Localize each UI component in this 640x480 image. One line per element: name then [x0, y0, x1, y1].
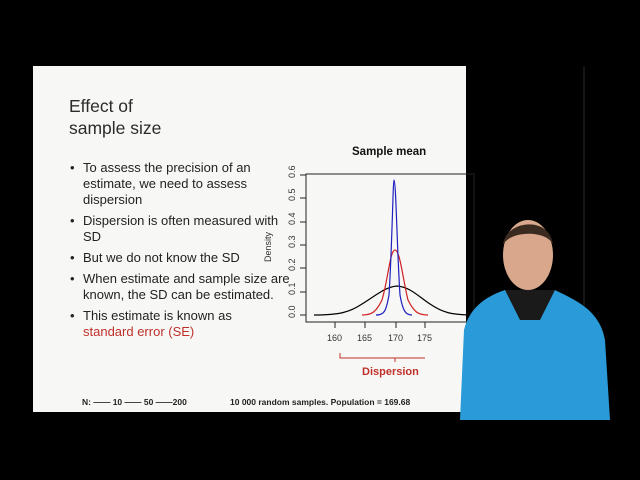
bullet-list: To assess the precision of an estimate, …	[70, 160, 290, 345]
chart-title: Sample mean	[352, 146, 427, 158]
bullet-3: But we do not know the SD	[70, 250, 290, 266]
footer-note: 10 000 random samples. Population = 169.…	[230, 397, 411, 407]
svg-text:0.5: 0.5	[287, 188, 297, 201]
svg-text:0.6: 0.6	[287, 165, 297, 178]
svg-text:0.0: 0.0	[287, 305, 297, 318]
svg-text:0.2: 0.2	[287, 258, 297, 271]
svg-text:170: 170	[388, 333, 403, 343]
bullet-1: To assess the precision of an estimate, …	[70, 160, 290, 208]
presenter-video	[460, 220, 610, 420]
svg-text:Density: Density	[263, 231, 273, 262]
dispersion-label: Dispersion	[362, 366, 419, 378]
divider	[583, 66, 585, 412]
svg-text:0.1: 0.1	[287, 282, 297, 295]
legend: N: —— 10 —— 50 ——200	[82, 397, 187, 407]
se-highlight: standard error (SE)	[83, 324, 195, 339]
svg-text:165: 165	[357, 333, 372, 343]
svg-text:160: 160	[327, 333, 342, 343]
slide-title: Effect of sample size	[69, 96, 162, 138]
svg-text:0.4: 0.4	[287, 212, 297, 225]
bullet-2: Dispersion is often measured with SD	[70, 213, 290, 245]
bullet-4: When estimate and sample size are known,…	[70, 271, 290, 303]
svg-text:175: 175	[417, 333, 432, 343]
svg-text:0.3: 0.3	[287, 235, 297, 248]
